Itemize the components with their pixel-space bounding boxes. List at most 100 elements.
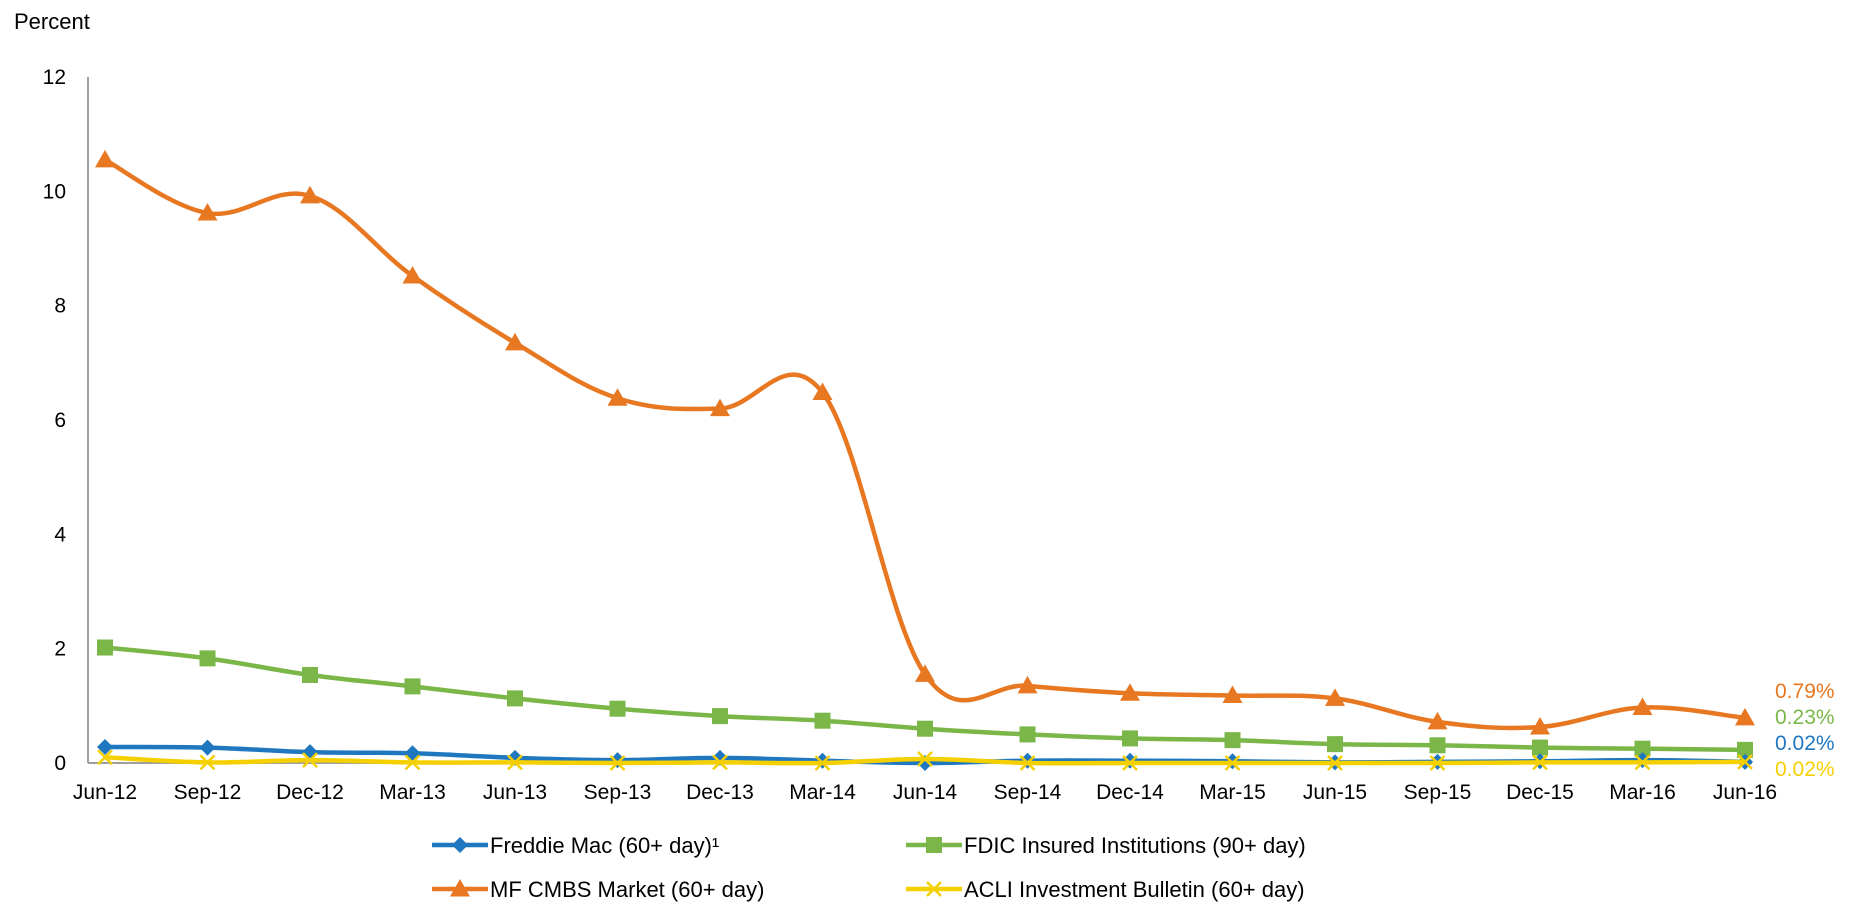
legend-swatch-marker: [926, 837, 942, 853]
y-tick-label: 2: [54, 638, 66, 661]
data-point-fdic: [1737, 741, 1753, 758]
data-point-acli: [814, 755, 831, 771]
legend-swatch-marker: [926, 881, 942, 897]
legend-label: FDIC Insured Institutions (90+ day): [964, 833, 1306, 858]
data-point-fdic: [712, 708, 728, 725]
data-point-acli: [199, 754, 216, 771]
data-point-freddie-mac: [1122, 752, 1138, 769]
x-tick-label: Sep-13: [584, 781, 652, 804]
data-point-acli: [1429, 755, 1446, 771]
x-tick-label: Jun-12: [73, 781, 137, 804]
data-point-fdic: [302, 666, 318, 683]
data-point-mf-cmbs: [1325, 688, 1345, 706]
series-line-mf-cmbs: [103, 157, 1746, 731]
data-point-fdic: [404, 678, 421, 695]
data-point-acli: [712, 754, 728, 771]
data-point-acli: [1122, 755, 1138, 771]
x-tick-label: Dec-15: [1506, 781, 1574, 804]
legend-label: ACLI Investment Bulletin (60+ day): [964, 877, 1305, 902]
data-point-fdic: [1224, 732, 1241, 749]
series-layer: [95, 149, 1755, 771]
legend: Freddie Mac (60+ day)¹ FDIC Insured Insti…: [432, 833, 1306, 902]
x-tick-label: Dec-13: [686, 781, 754, 804]
data-point-fdic: [507, 690, 523, 707]
data-point-mf-cmbs: [505, 332, 525, 351]
data-point-mf-cmbs: [812, 382, 833, 401]
data-point-acli: [1019, 755, 1036, 771]
data-point-mf-cmbs: [710, 398, 730, 417]
data-point-mf-cmbs: [1427, 711, 1448, 730]
data-point-mf-cmbs: [915, 664, 935, 682]
data-point-fdic: [199, 650, 216, 667]
data-point-acli: [609, 755, 626, 771]
x-tick-label: Jun-16: [1713, 781, 1777, 804]
legend-item-fdic: FDIC Insured Institutions (90+ day): [906, 833, 1306, 858]
data-point-mf-cmbs: [300, 185, 320, 204]
data-point-acli: [917, 751, 933, 767]
data-point-acli: [302, 752, 318, 769]
x-tick-label: Jun-15: [1303, 781, 1367, 804]
data-point-acli: [1532, 754, 1548, 771]
end-labels: 0.79% 0.23% 0.02% 0.02%: [1775, 680, 1835, 781]
x-tick-label: Jun-13: [483, 781, 547, 804]
y-axis-label: Percent: [14, 9, 90, 34]
legend-swatch-marker: [450, 879, 470, 897]
y-tick-label: 8: [54, 295, 66, 318]
data-point-acli: [1327, 755, 1343, 771]
end-label-freddie-mac: 0.02%: [1775, 732, 1835, 755]
x-tick-label: Mar-14: [789, 781, 856, 804]
data-point-mf-cmbs: [1735, 707, 1755, 726]
series-freddie-mac: [97, 738, 1753, 771]
x-tick-label: Dec-14: [1096, 781, 1164, 804]
y-tick-label: 12: [43, 66, 66, 89]
data-point-acli: [507, 754, 523, 771]
end-label-acli: 0.02%: [1775, 758, 1835, 781]
x-tick-label: Dec-12: [276, 781, 344, 804]
data-point-acli: [1634, 754, 1651, 771]
x-tick-label: Mar-16: [1609, 781, 1676, 804]
data-point-freddie-mac: [609, 752, 626, 769]
y-tick-label: 6: [54, 409, 66, 432]
data-point-fdic: [1634, 740, 1651, 757]
data-point-mf-cmbs: [95, 149, 115, 168]
data-point-freddie-mac: [97, 738, 113, 755]
data-point-acli: [404, 754, 421, 771]
y-tick-label: 4: [54, 523, 66, 546]
data-point-mf-cmbs: [402, 265, 423, 284]
data-point-fdic: [1122, 730, 1138, 747]
x-tick-label: Sep-12: [174, 781, 242, 804]
series-fdic: [97, 639, 1753, 758]
x-tick-label: Sep-14: [994, 781, 1062, 804]
data-point-mf-cmbs: [197, 203, 218, 221]
data-point-fdic: [609, 700, 626, 717]
legend-swatch-marker: [452, 837, 468, 853]
data-point-fdic: [1327, 736, 1343, 753]
x-tick-label: Jun-14: [893, 781, 958, 804]
legend-label: MF CMBS Market (60+ day): [490, 877, 764, 902]
series-mf-cmbs: [95, 149, 1755, 735]
legend-item-acli: ACLI Investment Bulletin (60+ day): [906, 877, 1305, 902]
end-label-fdic: 0.23%: [1775, 706, 1835, 729]
x-tick-label: Mar-13: [379, 781, 446, 804]
y-tick-label: 0: [54, 752, 66, 775]
data-point-acli: [1737, 753, 1753, 770]
legend-label: Freddie Mac (60+ day)¹: [490, 833, 719, 858]
legend-item-mf-cmbs: MF CMBS Market (60+ day): [432, 877, 764, 902]
data-point-fdic: [1019, 726, 1036, 743]
axes: 0 2 4 6 8 10 12 Jun-12 Sep-12 Dec-12 Mar-13 Jun-13 S…: [43, 66, 1777, 804]
data-point-fdic: [97, 639, 113, 656]
legend-item-freddie-mac: Freddie Mac (60+ day)¹: [432, 833, 719, 858]
data-point-mf-cmbs: [1530, 716, 1550, 735]
end-label-mf-cmbs: 0.79%: [1775, 680, 1835, 703]
data-point-fdic: [1429, 737, 1446, 754]
data-point-fdic: [917, 720, 933, 737]
data-point-freddie-mac: [302, 744, 318, 761]
data-point-mf-cmbs: [1632, 697, 1653, 716]
x-tick-label: Mar-15: [1199, 781, 1266, 804]
data-point-fdic: [1532, 739, 1548, 756]
data-point-mf-cmbs: [607, 388, 628, 406]
data-point-acli: [97, 749, 113, 766]
data-point-freddie-mac: [404, 745, 421, 762]
x-tick-label: Sep-15: [1404, 781, 1472, 804]
